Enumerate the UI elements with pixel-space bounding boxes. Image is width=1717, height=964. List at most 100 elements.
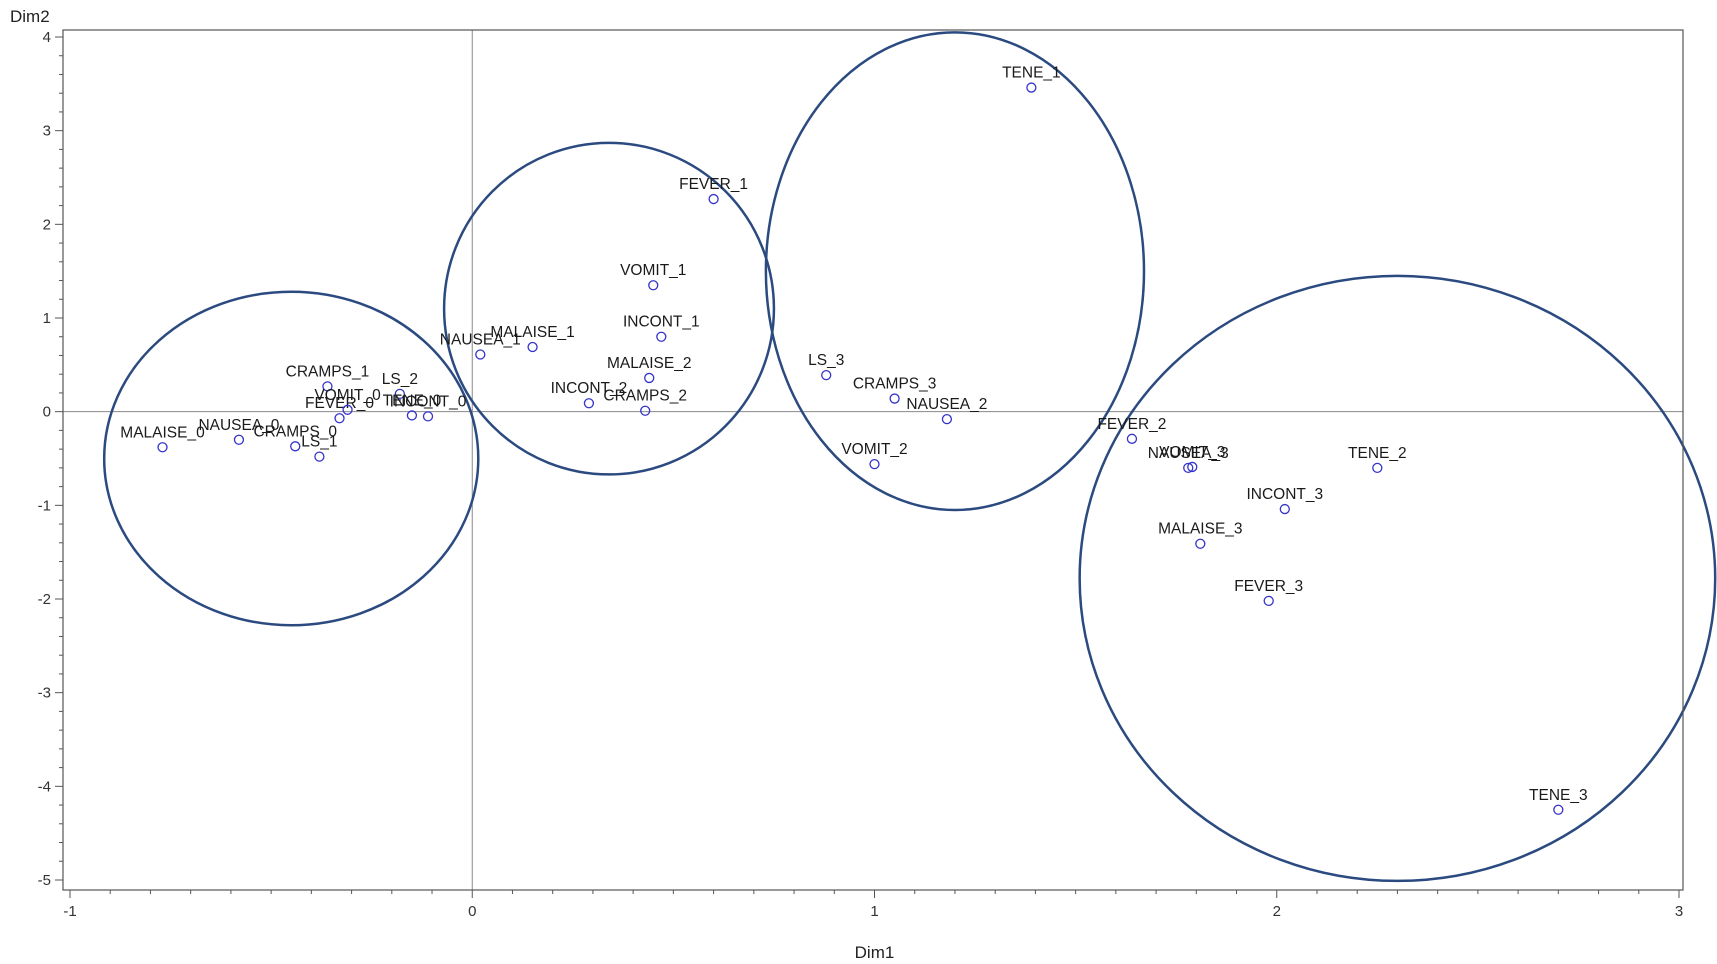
x-tick-label: 2 (1273, 903, 1281, 920)
point-label: LS_2 (382, 371, 418, 388)
data-point: INCONT_0 (390, 393, 467, 422)
data-point: TENE_2 (1348, 445, 1407, 474)
point-label: CRAMPS_3 (853, 376, 937, 393)
y-tick-label: -2 (38, 591, 51, 608)
point-marker (394, 388, 405, 400)
cluster-ellipse-2 (442, 141, 776, 476)
data-point: TENE_0 (383, 392, 442, 421)
data-point: VOMIT_3 (1159, 444, 1225, 473)
x-axis-title: Dim1 (855, 943, 895, 962)
x-tick-label: 1 (870, 903, 878, 920)
plot-border (62, 29, 1684, 891)
data-point: INCONT_3 (1246, 486, 1323, 515)
y-tick-label: -3 (38, 685, 51, 702)
point-marker (1187, 461, 1198, 473)
data-point: NAUSEA_0 (198, 417, 280, 445)
point-marker (656, 331, 667, 342)
data-point: CRAMPS_2 (603, 388, 687, 416)
point-marker (648, 280, 659, 291)
data-point: LS_2 (382, 371, 418, 400)
point-label: CRAMPS_1 (286, 363, 370, 380)
data-point: CRAMPS_1 (286, 363, 370, 392)
data-point: MALAISE_2 (607, 355, 691, 384)
point-marker (334, 413, 345, 424)
y-tick-label: 0 (43, 404, 51, 421)
data-point: FEVER_3 (1234, 578, 1303, 607)
data-point: VOMIT_2 (841, 441, 908, 470)
x-tick-label: 0 (468, 903, 476, 920)
data-point: NAUSEA_2 (906, 396, 987, 425)
point-marker (821, 369, 832, 381)
point-label: CRAMPS_0 (253, 423, 337, 440)
plot-frame (62, 29, 1684, 891)
point-marker (1195, 538, 1206, 549)
point-marker (322, 381, 333, 392)
point-marker (233, 434, 245, 445)
data-point: VOMIT_0 (314, 387, 381, 415)
point-marker (941, 414, 953, 425)
point-marker (583, 398, 595, 409)
y-axis-title: Dim2 (10, 7, 50, 26)
point-label: CRAMPS_2 (603, 388, 687, 405)
data-point: LS_3 (808, 352, 844, 381)
point-marker (1026, 82, 1037, 93)
data-point: NAUSEA_1 (440, 332, 521, 360)
point-label: MALAISE_1 (490, 324, 574, 341)
point-label: FEVER_1 (679, 176, 748, 193)
point-marker (342, 404, 353, 415)
x-axis: -1 0 1 2 3 (63, 890, 1683, 920)
y-tick-label: 3 (43, 123, 51, 140)
data-point: TENE_3 (1529, 787, 1588, 815)
data-point: INCONT_2 (551, 380, 628, 409)
point-marker (708, 193, 719, 205)
point-label: VOMIT_0 (314, 387, 381, 404)
point-marker (157, 442, 168, 453)
point-marker (644, 372, 655, 384)
x-tick-label: -1 (63, 903, 76, 920)
point-marker (1263, 595, 1274, 607)
y-tick-label: -1 (38, 497, 51, 514)
point-marker (1372, 462, 1383, 474)
data-point: FEVER_1 (679, 176, 748, 205)
data-point: MALAISE_1 (490, 324, 575, 353)
point-marker (869, 458, 880, 470)
point-marker (889, 393, 900, 404)
data-point: MALAISE_3 (1158, 521, 1243, 549)
point-label: VOMIT_1 (620, 262, 686, 279)
point-label: VOMIT_3 (1159, 444, 1225, 461)
data-point: LS_1 (301, 434, 337, 462)
point-label: INCONT_0 (390, 393, 467, 410)
point-marker (422, 411, 434, 422)
point-label: MALAISE_3 (1158, 521, 1242, 538)
y-tick-label: 1 (43, 310, 51, 327)
point-marker (1183, 462, 1194, 474)
cluster-ellipse-3 (764, 31, 1146, 512)
point-marker (640, 405, 651, 416)
point-marker (1279, 503, 1290, 515)
data-point: FEVER_0 (305, 395, 374, 424)
point-label: NAUSEA_0 (198, 417, 279, 434)
reference-lines (63, 30, 1683, 890)
point-label: TENE_0 (383, 392, 442, 409)
point-label: TENE_2 (1348, 445, 1407, 462)
point-marker (290, 441, 301, 452)
cluster-ellipses (102, 31, 1717, 883)
point-label: INCONT_2 (551, 380, 628, 397)
data-point: TENE_1 (1002, 65, 1061, 93)
data-point: MALAISE_0 (120, 424, 205, 453)
x-tick-label: 3 (1675, 903, 1683, 920)
y-axis: -5 -4 -3 -2 -1 0 1 2 3 4 (38, 29, 63, 889)
data-point: FEVER_2 (1097, 416, 1166, 444)
data-point: CRAMPS_0 (253, 423, 337, 452)
point-marker (475, 349, 486, 360)
point-label: FEVER_0 (305, 395, 374, 412)
cluster-ellipse-4 (1078, 274, 1717, 883)
point-label: NAUSEA_3 (1148, 445, 1229, 462)
point-label: LS_3 (808, 352, 844, 369)
point-label: NAUSEA_2 (906, 396, 987, 413)
data-point: INCONT_1 (623, 314, 700, 342)
point-marker (314, 451, 325, 462)
